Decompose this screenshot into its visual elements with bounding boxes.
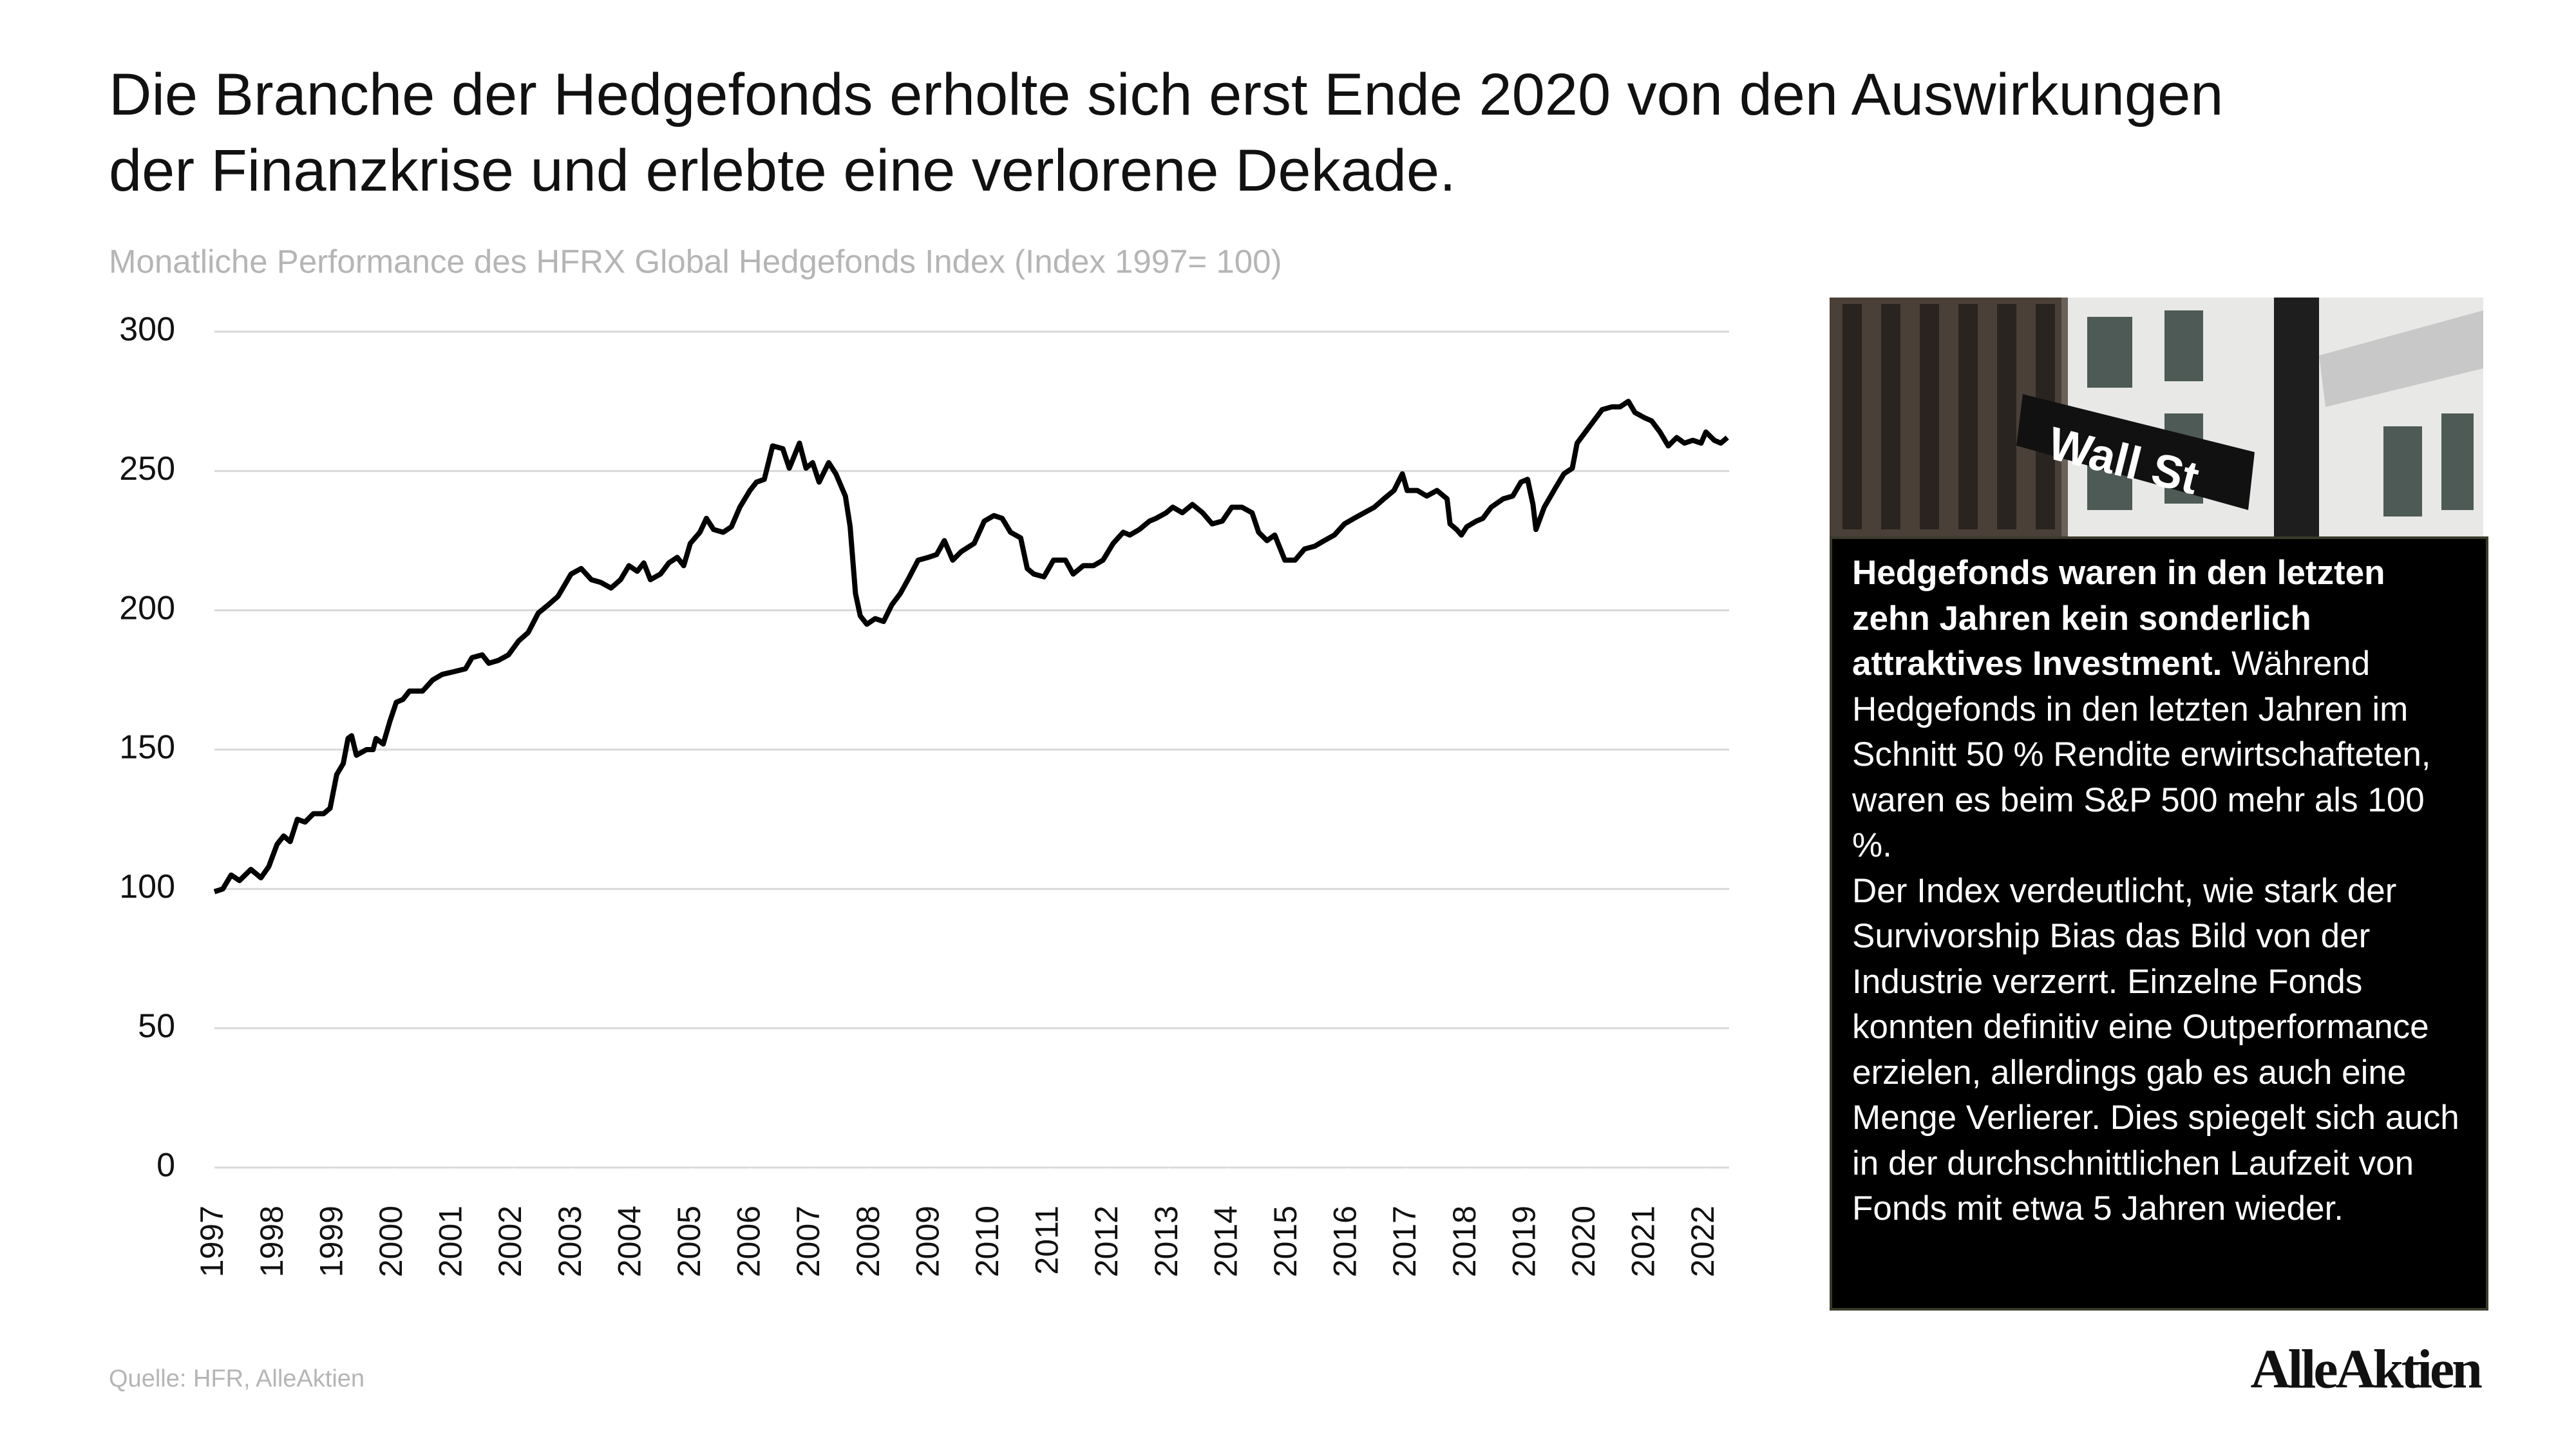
x-tick-label: 1997 — [194, 1206, 230, 1277]
x-tick-label: 2009 — [909, 1206, 945, 1277]
y-tick-label: 200 — [119, 589, 175, 627]
x-tick-label: 2005 — [671, 1206, 707, 1277]
x-tick-label: 2004 — [611, 1206, 647, 1277]
street-sign-2 — [2319, 310, 2483, 407]
y-tick-label: 150 — [119, 729, 175, 766]
x-tick-label: 2001 — [433, 1206, 469, 1277]
x-tick-label: 2007 — [790, 1206, 826, 1277]
source: Quelle: HFR, AlleAktien — [109, 1365, 365, 1392]
note-highlight: Hedgefonds waren in den letzten zehn Jah… — [1852, 554, 2385, 683]
x-tick-label: 2000 — [373, 1206, 409, 1277]
chart-title: Die Branche der Hedgefonds erholte sich … — [109, 62, 2223, 204]
side-note: Hedgefonds waren in den letzten zehn Jah… — [1830, 536, 2488, 1311]
photo: Wall St — [1830, 298, 2483, 536]
x-tick-label: 2012 — [1088, 1206, 1124, 1277]
x-tick-label: 2019 — [1506, 1206, 1542, 1277]
y-tick-label: 0 — [156, 1147, 175, 1184]
y-tick-label: 50 — [138, 1007, 175, 1045]
chart-subtitle: Monatliche Performance des HFRX Global H… — [109, 243, 1282, 279]
x-tick-label: 2021 — [1625, 1206, 1662, 1277]
x-tick-label: 2022 — [1685, 1206, 1721, 1277]
x-tick-label: 1999 — [313, 1206, 349, 1277]
note-p1: Hedgefonds waren in den letzten zehn Jah… — [1852, 551, 2466, 869]
note-text: Während Hedgefonds in den letzten Jahren… — [1852, 645, 2431, 864]
y-tick-label: 100 — [119, 868, 175, 905]
brand-logo: AlleAktien — [2250, 1338, 2482, 1400]
x-tick-label: 2011 — [1029, 1206, 1065, 1275]
pole — [2274, 298, 2319, 536]
x-tick-label: 2003 — [552, 1206, 588, 1277]
x-tick-label: 2002 — [492, 1206, 528, 1277]
building-windows — [1842, 304, 2055, 529]
street-sign — [2016, 394, 2255, 510]
x-tick-label: 2014 — [1208, 1206, 1244, 1277]
x-tick-label: 2020 — [1566, 1206, 1602, 1277]
note-p2: Der Index verdeutlicht, wie stark der Su… — [1852, 871, 2459, 1228]
x-tick-label: 2010 — [969, 1206, 1005, 1277]
y-tick-label: 250 — [119, 450, 175, 488]
x-tick-label: 2017 — [1387, 1206, 1423, 1277]
x-tick-label: 2008 — [850, 1206, 886, 1277]
x-tick-label: 2015 — [1267, 1206, 1303, 1277]
x-tick-label: 2013 — [1148, 1206, 1184, 1277]
x-tick-label: 2016 — [1327, 1206, 1363, 1277]
x-tick-label: 2006 — [731, 1206, 767, 1277]
x-tick-label: 2018 — [1446, 1206, 1482, 1277]
series-line — [213, 399, 1729, 895]
x-tick-label: 1998 — [254, 1206, 290, 1277]
y-tick-label: 300 — [119, 311, 175, 348]
